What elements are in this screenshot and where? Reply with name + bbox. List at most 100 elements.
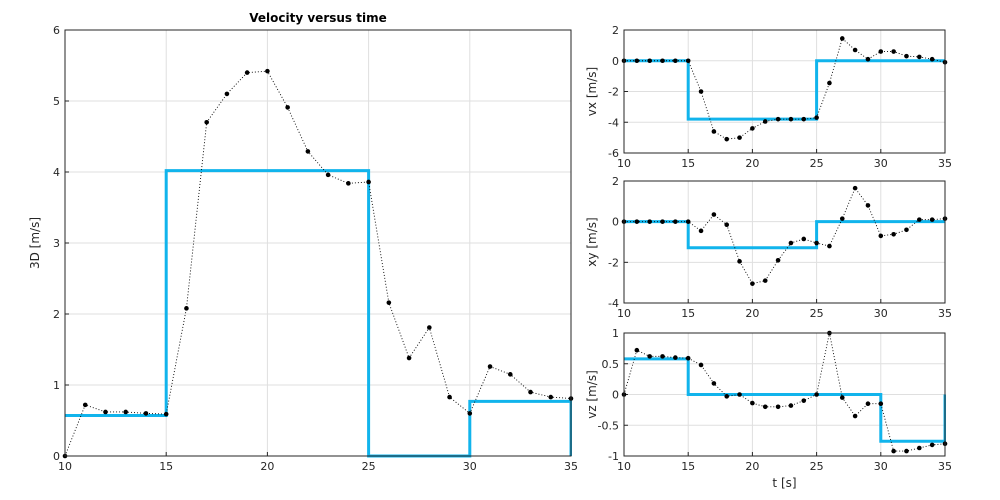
data-point <box>878 49 884 54</box>
data-point <box>673 58 678 64</box>
data-point <box>224 91 230 97</box>
data-point <box>634 58 640 64</box>
data-point <box>917 445 922 451</box>
data-point <box>660 58 665 64</box>
data-point <box>814 392 819 397</box>
y-tick-label: 2 <box>612 24 619 37</box>
data-point <box>788 116 794 122</box>
data-point <box>737 259 742 264</box>
data-point <box>698 362 704 368</box>
data-point <box>737 392 742 397</box>
y-tick-label: 3 <box>53 237 60 250</box>
chart-title: Velocity versus time <box>249 11 386 25</box>
data-point <box>660 219 665 224</box>
x-tick-label: 20 <box>745 157 759 170</box>
data-point <box>204 120 209 125</box>
y-tick-label: 0 <box>612 55 619 68</box>
data-point <box>528 389 533 395</box>
y-tick-label: 0 <box>612 389 619 402</box>
data-point <box>647 219 652 224</box>
data-point <box>839 216 845 221</box>
data-point <box>762 278 768 283</box>
y-tick-label: -0.5 <box>598 419 619 432</box>
data-point <box>904 227 909 233</box>
data-point <box>467 411 473 416</box>
y-axis-label: vz [m/s] <box>585 370 599 419</box>
x-tick-label: 15 <box>681 460 695 473</box>
data-point <box>891 231 896 237</box>
data-point <box>775 116 781 122</box>
data-point <box>852 185 858 191</box>
data-point <box>814 240 819 246</box>
y-tick-label: 1 <box>612 327 619 340</box>
x-tick-label: 10 <box>617 460 631 473</box>
data-point <box>762 404 768 410</box>
chart-main: 10 15 20 25 30 35 0 1 2 3 4 5 6 3D [m/s] Velocity vers… <box>28 11 578 473</box>
plot-area <box>624 181 945 303</box>
data-point <box>698 228 704 234</box>
y-tick-label: -4 <box>608 116 619 129</box>
data-point <box>103 409 108 415</box>
y-axis-label: xy [m/s] <box>585 217 599 266</box>
data-point <box>487 364 493 369</box>
axes-frame <box>623 332 946 457</box>
data-point <box>685 219 691 224</box>
data-point <box>852 47 858 53</box>
data-point <box>265 68 270 74</box>
data-point <box>865 56 871 62</box>
y-tick-label: 2 <box>612 175 619 188</box>
data-point <box>305 149 311 154</box>
data-point <box>724 222 730 228</box>
x-tick-label: 35 <box>938 157 952 170</box>
x-tick-label: 20 <box>745 460 759 473</box>
measured-series-line <box>64 70 572 457</box>
data-point <box>711 129 717 134</box>
y-tick-label: 0 <box>53 450 60 463</box>
data-point <box>548 394 554 400</box>
data-point <box>878 401 884 407</box>
chart-vz: 10 15 20 25 30 35 -1 -0.5 0 0.5 1 vz [m/s] t [s] <box>585 327 952 490</box>
data-point <box>406 355 412 361</box>
data-point <box>891 49 896 54</box>
data-point <box>814 115 819 120</box>
data-point <box>750 400 755 406</box>
data-point <box>839 395 845 400</box>
data-point <box>788 240 794 246</box>
y-tick-label: 0 <box>612 216 619 229</box>
data-point <box>123 409 129 415</box>
x-tick-label: 35 <box>564 460 578 473</box>
data-point <box>775 258 781 263</box>
data-point <box>346 181 351 186</box>
x-tick-label: 15 <box>681 307 695 320</box>
y-tick-label: -4 <box>608 297 619 310</box>
x-tick-label: 30 <box>874 460 888 473</box>
data-point <box>904 53 909 59</box>
x-tick-label: 10 <box>617 307 631 320</box>
data-point <box>685 58 691 64</box>
data-point <box>762 119 768 124</box>
data-point <box>929 442 935 448</box>
data-point <box>788 403 794 408</box>
data-point <box>929 217 935 222</box>
x-tick-label: 20 <box>745 307 759 320</box>
y-tick-label: 6 <box>53 24 60 37</box>
data-point <box>163 411 169 417</box>
x-tick-label: 25 <box>810 157 824 170</box>
x-tick-label: 25 <box>810 460 824 473</box>
x-tick-label: 10 <box>617 157 631 170</box>
data-point <box>904 448 909 454</box>
data-point <box>827 243 832 249</box>
chart-vxy: 10 15 20 25 30 35 -4 -2 0 2 xy [m/s] <box>585 175 952 320</box>
x-tick-label: 20 <box>260 460 274 473</box>
data-point <box>386 300 392 305</box>
data-point <box>244 70 250 75</box>
data-point <box>660 354 665 359</box>
data-point <box>634 347 640 353</box>
data-point <box>427 325 432 330</box>
y-tick-label: -2 <box>608 256 619 269</box>
data-point <box>737 135 742 140</box>
data-point <box>801 116 807 122</box>
data-point <box>685 355 691 361</box>
data-point <box>143 411 149 416</box>
